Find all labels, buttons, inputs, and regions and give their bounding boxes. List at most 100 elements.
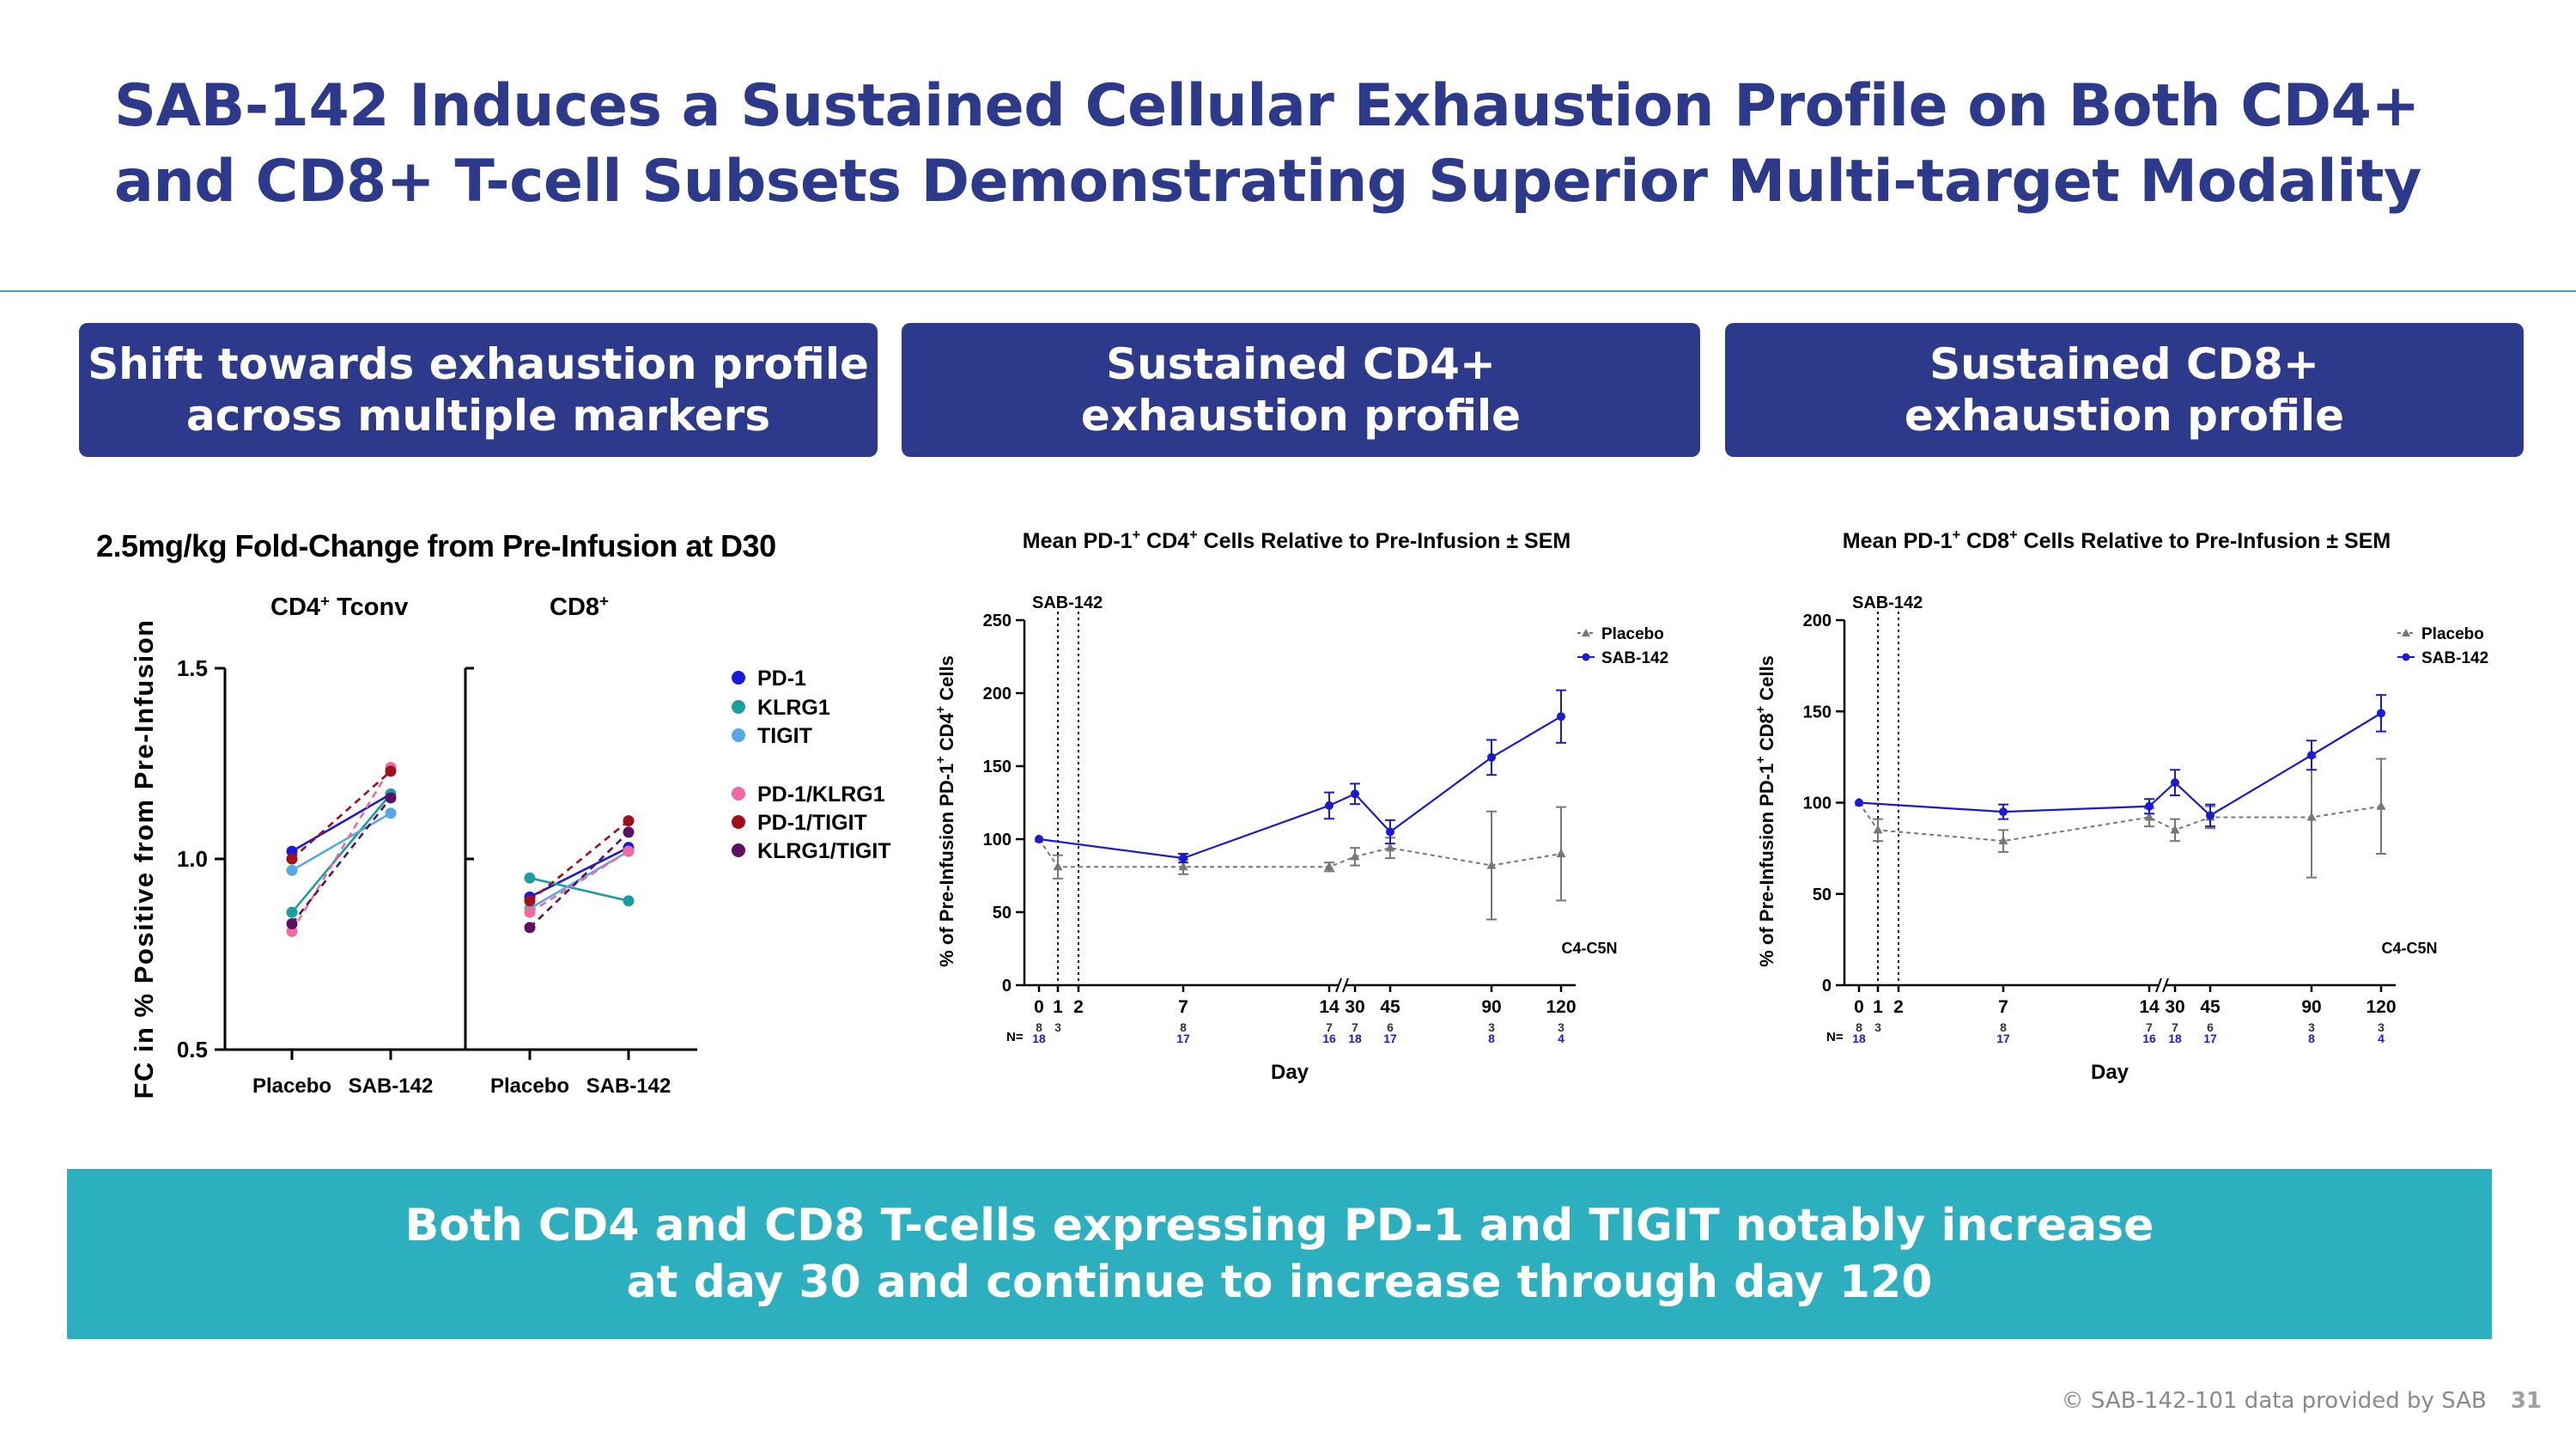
chart-title-part: Mean PD-1	[1023, 529, 1133, 553]
axis-break	[2162, 977, 2169, 993]
data-point-PD-1/KLRG1	[286, 925, 298, 937]
x-tick-label: 2	[1893, 997, 1904, 1017]
series-line-KLRG1	[291, 793, 392, 913]
chart-title-part: Cells Relative to Pre-Infusion ± SEM	[2018, 529, 2391, 553]
series-line-PD-1/KLRG1	[529, 850, 629, 914]
data-point-Placebo	[1324, 861, 1334, 871]
x-tick-label: Placebo	[490, 1075, 569, 1098]
axis-break	[2155, 977, 2162, 993]
chart-title-part: Cells Relative to Pre-Infusion ± SEM	[1198, 529, 1571, 553]
legend-label-PD-1/KLRG1: PD-1/KLRG1	[757, 782, 885, 807]
y-tick-label: 0	[1002, 977, 1012, 995]
data-point-PD-1/TIGIT	[286, 853, 298, 865]
title-divider	[0, 290, 2576, 292]
header-cd8-line2: exhaustion profile	[1904, 391, 2345, 441]
data-point-KLRG1	[286, 906, 298, 918]
axis-break	[1335, 977, 1342, 993]
legend-label-SAB-142: SAB-142	[1601, 649, 1668, 667]
n-label: N=	[1826, 1030, 1844, 1044]
legend-marker-PD-1	[732, 671, 745, 685]
series-line-PD-1/KLRG1	[290, 766, 392, 933]
legend-label-SAB-142: SAB-142	[2421, 649, 2488, 667]
n-count-SAB-142: 18	[2168, 1032, 2182, 1045]
legend-label-TIGIT: TIGIT	[757, 724, 812, 748]
series-line-TIGIT	[291, 812, 392, 872]
x-tick-label: 14	[2139, 997, 2160, 1017]
x-tick-label: 30	[1345, 997, 1364, 1017]
n-count-Placebo: 3	[2308, 1020, 2315, 1034]
n-count-Placebo: 6	[2207, 1020, 2214, 1034]
n-count-Placebo: 3	[2378, 1020, 2385, 1034]
data-point-SAB-142	[1325, 801, 1334, 810]
n-count-SAB-142: 4	[2378, 1032, 2385, 1045]
y-axis-label-part: +	[934, 756, 948, 763]
data-point-SAB-142	[2171, 778, 2179, 788]
y-tick-label: 0.5	[177, 1037, 208, 1062]
x-tick-label: 0	[1034, 997, 1044, 1017]
series-line-Placebo	[1858, 801, 2382, 843]
n-count-SAB-142: 8	[2308, 1032, 2315, 1045]
y-tick-label: 150	[1803, 703, 1832, 721]
data-point-PD-1	[286, 845, 298, 857]
data-point-Placebo	[1385, 843, 1395, 852]
y-tick-label: 200	[983, 685, 1012, 703]
legend-marker-KLRG1/TIGIT	[732, 843, 745, 857]
n-label: N=	[1006, 1030, 1024, 1044]
legend-marker-SAB-142	[2402, 653, 2410, 661]
n-count-SAB-142: 18	[1032, 1032, 1046, 1045]
header-markers-line1: Shift towards exhaustion profile	[88, 339, 869, 389]
data-point-SAB-142	[1179, 854, 1188, 863]
y-axis-label-part: +	[934, 706, 948, 713]
series-line-Placebo	[1038, 838, 1562, 868]
data-point-Placebo	[1873, 825, 1883, 834]
y-tick-label: 1.5	[177, 655, 208, 681]
y-axis-label-part: % of Pre-Infusion PD-1	[1756, 764, 1777, 967]
y-tick-label: 1.0	[177, 846, 208, 872]
data-point-SAB-142	[1487, 752, 1496, 762]
n-count-SAB-142: 18	[1348, 1032, 1362, 1045]
y-axis-label: % of Pre-Infusion PD-1+ CD4+ Cells	[934, 655, 957, 967]
data-point-Placebo	[1350, 851, 1360, 861]
panel-title-1: CD8+	[550, 592, 609, 621]
legend-label-KLRG1: KLRG1	[757, 696, 830, 720]
series-line-SAB-142	[1858, 712, 2382, 817]
series-line-KLRG1/TIGIT	[290, 797, 392, 925]
chart-title-part: +	[2009, 527, 2018, 543]
data-point-TIGIT	[385, 807, 397, 819]
legend-marker-TIGIT	[732, 728, 745, 742]
data-point-Placebo	[1178, 861, 1188, 871]
conclusion-box: Both CD4 and CD8 T-cells expressing PD-1…	[67, 1169, 2492, 1339]
n-count-Placebo: 7	[1352, 1020, 1358, 1034]
legend-label-PD-1: PD-1	[757, 667, 806, 691]
y-axis-label: % of Pre-Infusion PD-1+ CD8+ Cells	[1754, 655, 1777, 967]
n-count-SAB-142: 4	[1558, 1032, 1564, 1045]
y-axis-label-part: Cells	[1756, 655, 1777, 706]
data-point-Placebo	[1556, 849, 1566, 857]
legend-marker-PD-1/TIGIT	[732, 815, 745, 829]
data-point-PD-1/TIGIT	[524, 895, 536, 907]
n-count-Placebo: 7	[2172, 1020, 2178, 1034]
data-point-PD-1/KLRG1	[623, 845, 635, 857]
cd4-line-chart: Mean PD-1+ CD4+ Cells Relative to Pre-In…	[934, 527, 1668, 1084]
x-tick-label: 0	[1854, 997, 1864, 1017]
x-tick-label: 1	[1873, 997, 1883, 1017]
header-cd4-line1: Sustained CD4+	[1106, 339, 1496, 389]
data-point-Placebo	[1998, 836, 2008, 845]
x-tick-label: 90	[2301, 997, 2321, 1017]
n-count-SAB-142: 16	[1322, 1032, 1336, 1045]
n-count-Placebo: 7	[2146, 1020, 2153, 1034]
slide-title-line1: SAB-142 Induces a Sustained Cellular Exh…	[114, 72, 2420, 140]
chart-title-part: CD8	[1960, 529, 2009, 553]
y-tick-label: 50	[993, 904, 1012, 922]
n-count-Placebo: 8	[2000, 1020, 2007, 1034]
data-point-KLRG1/TIGIT	[286, 917, 298, 929]
x-tick-label: 7	[1178, 997, 1188, 1017]
n-count-SAB-142: 17	[2203, 1032, 2217, 1045]
y-axis-label-part: Cells	[936, 655, 957, 706]
data-point-SAB-142	[2206, 811, 2215, 820]
data-point-KLRG1/TIGIT	[524, 922, 536, 934]
y-tick-label: 200	[1803, 612, 1832, 630]
footer: © SAB-142-101 data provided by SAB 31	[2062, 1388, 2542, 1414]
x-tick-label: 1	[1053, 997, 1063, 1017]
legend-marker-Placebo	[2402, 629, 2410, 636]
